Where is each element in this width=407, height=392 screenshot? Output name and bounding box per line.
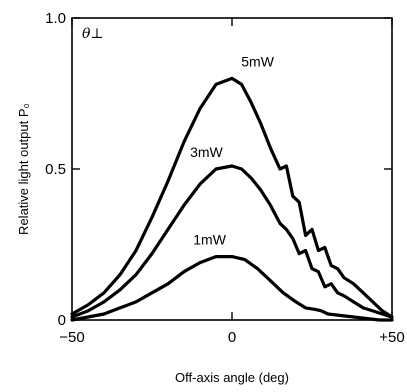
- theta-annotation: θ⊥: [82, 26, 104, 42]
- series-label-5mW: 5mW: [241, 53, 274, 69]
- y-axis-label: Relative light output P₀: [16, 103, 31, 235]
- series-line-5mW: [70, 76, 394, 319]
- x-tick-label-0: −50: [59, 329, 84, 346]
- series-label-1mW: 1mW: [193, 232, 226, 248]
- series-curves: [70, 76, 394, 322]
- y-tick-label-2: 1.0: [45, 10, 66, 27]
- series-line-1mW: [70, 255, 394, 322]
- x-tick-label-1: 0: [228, 329, 236, 346]
- y-tick-label-1: 0.5: [45, 161, 66, 178]
- y-tick-label-0: 0: [58, 312, 66, 329]
- x-axis-label: Off-axis angle (deg): [175, 370, 289, 385]
- x-tick-label-2: +50: [379, 329, 404, 346]
- series-label-3mW: 3mW: [190, 144, 223, 160]
- series-line-3mW: [70, 164, 394, 319]
